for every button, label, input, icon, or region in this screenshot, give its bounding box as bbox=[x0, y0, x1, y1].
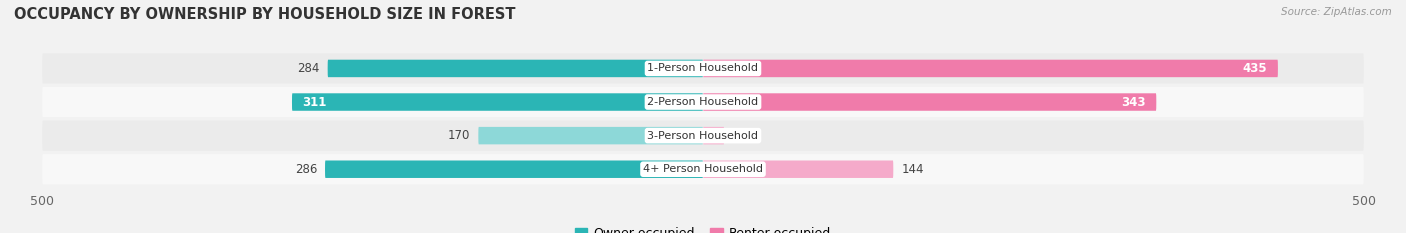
Text: 16: 16 bbox=[733, 129, 747, 142]
FancyBboxPatch shape bbox=[292, 93, 703, 111]
Text: 343: 343 bbox=[1121, 96, 1146, 109]
FancyBboxPatch shape bbox=[328, 60, 703, 77]
Text: 2-Person Household: 2-Person Household bbox=[647, 97, 759, 107]
Text: 311: 311 bbox=[302, 96, 328, 109]
FancyBboxPatch shape bbox=[703, 93, 1156, 111]
FancyBboxPatch shape bbox=[703, 60, 1278, 77]
Text: 3-Person Household: 3-Person Household bbox=[648, 131, 758, 141]
Text: 144: 144 bbox=[901, 163, 924, 176]
FancyBboxPatch shape bbox=[42, 53, 1364, 84]
FancyBboxPatch shape bbox=[42, 120, 1364, 151]
FancyBboxPatch shape bbox=[703, 127, 724, 144]
Text: OCCUPANCY BY OWNERSHIP BY HOUSEHOLD SIZE IN FOREST: OCCUPANCY BY OWNERSHIP BY HOUSEHOLD SIZE… bbox=[14, 7, 516, 22]
Text: Source: ZipAtlas.com: Source: ZipAtlas.com bbox=[1281, 7, 1392, 17]
Text: 284: 284 bbox=[297, 62, 319, 75]
Text: 1-Person Household: 1-Person Household bbox=[648, 63, 758, 73]
FancyBboxPatch shape bbox=[42, 154, 1364, 184]
Text: 435: 435 bbox=[1243, 62, 1267, 75]
Legend: Owner-occupied, Renter-occupied: Owner-occupied, Renter-occupied bbox=[569, 223, 837, 233]
Text: 4+ Person Household: 4+ Person Household bbox=[643, 164, 763, 174]
FancyBboxPatch shape bbox=[703, 161, 893, 178]
FancyBboxPatch shape bbox=[325, 161, 703, 178]
Text: 286: 286 bbox=[295, 163, 318, 176]
FancyBboxPatch shape bbox=[478, 127, 703, 144]
Text: 170: 170 bbox=[449, 129, 471, 142]
FancyBboxPatch shape bbox=[42, 87, 1364, 117]
